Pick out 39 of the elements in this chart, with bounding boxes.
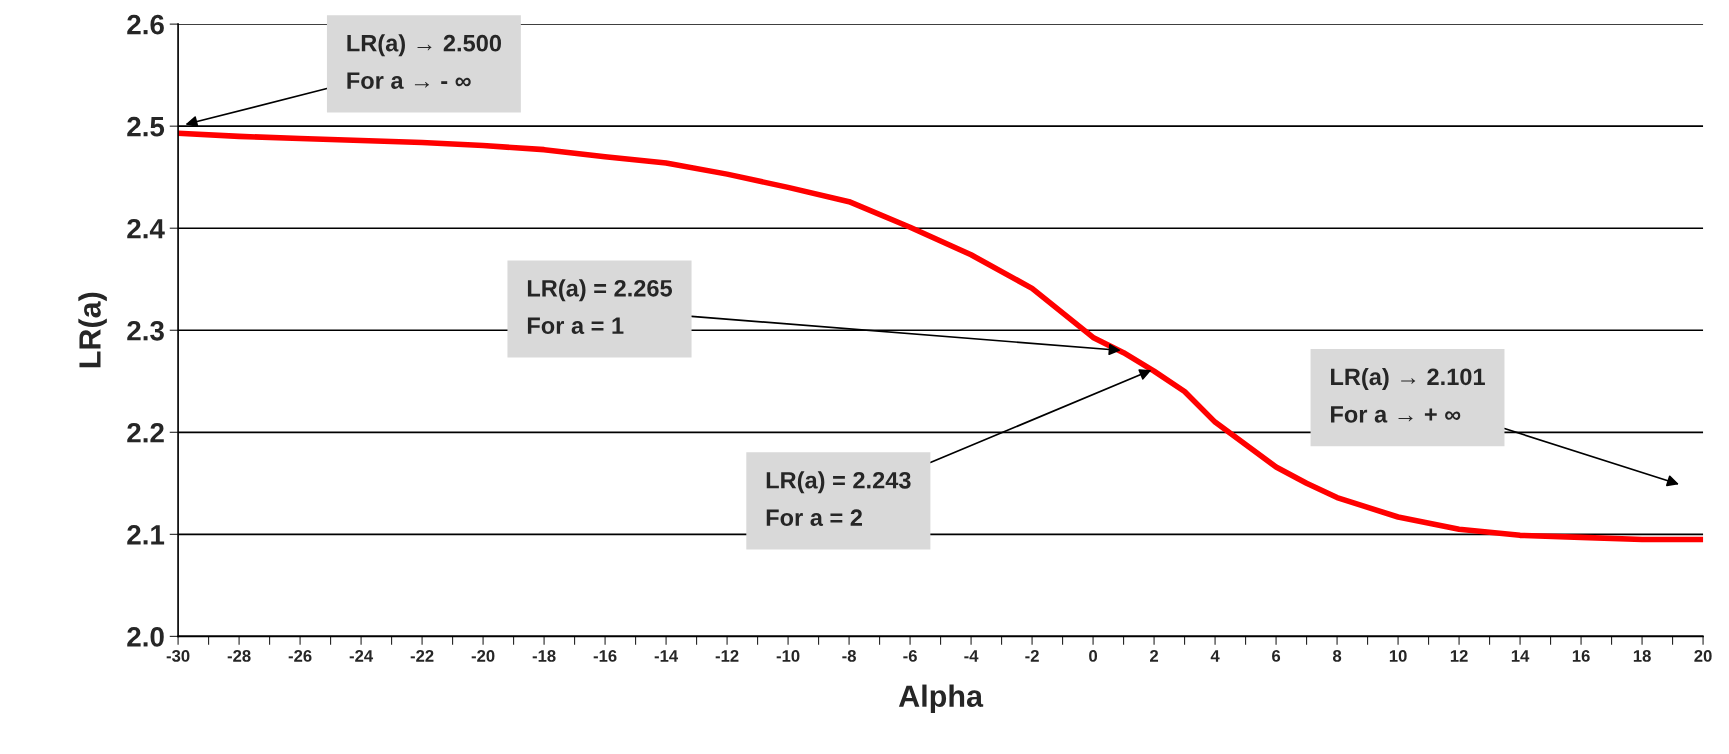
x-tick-label: -28 (227, 650, 251, 662)
annotation: LR(a) → 2.101 For a → + ∞ (1331, 367, 1485, 423)
x-tick-label: 12 (1450, 650, 1468, 662)
x-tick-label: 6 (1272, 650, 1281, 662)
y-tick-label: 2.3 (127, 320, 164, 341)
x-tick-label: 20 (1694, 650, 1712, 662)
x-tick-label: 14 (1511, 650, 1530, 662)
y-tick-label: 2.2 (127, 422, 164, 443)
x-tick-label: 0 (1089, 650, 1098, 662)
x-tick-label: 18 (1633, 650, 1651, 662)
x-tick-label: -26 (288, 650, 312, 662)
y-axis-title: LR(a) (78, 292, 107, 368)
x-tick-label: -2 (1025, 650, 1039, 662)
x-tick-label: -12 (715, 650, 739, 662)
x-tick-label: -4 (964, 650, 979, 662)
x-tick-label: -18 (532, 650, 556, 662)
x-tick-label: 10 (1389, 650, 1407, 662)
y-tick-label: 2.5 (127, 116, 165, 137)
y-tick-label: 2.0 (127, 627, 164, 647)
x-tick-label: -30 (166, 650, 190, 662)
x-tick-label: -6 (903, 650, 917, 662)
x-tick-label: 2 (1150, 650, 1159, 662)
y-tick-label: 2.6 (127, 14, 164, 35)
y-tick-label: 2.1 (127, 525, 165, 545)
annotation: LR(a) = 2.265 For a = 1 (527, 279, 673, 335)
x-tick-label: -20 (471, 650, 495, 662)
y-tick-label: 2.4 (127, 218, 165, 239)
x-tick-label: -10 (776, 650, 800, 662)
annotation: LR(a) → 2.500 For a → - ∞ (347, 34, 502, 89)
x-tick-label: 4 (1210, 650, 1220, 662)
x-tick-label: -16 (593, 650, 617, 662)
annotation: LR(a) = 2.243 For a = 2 (766, 471, 911, 527)
x-tick-label: 8 (1332, 650, 1342, 662)
x-tick-label: -8 (842, 650, 856, 662)
x-tick-label: -24 (349, 650, 374, 662)
x-tick-label: -22 (410, 650, 434, 662)
x-tick-label: 16 (1572, 650, 1590, 662)
x-tick-label: -14 (654, 650, 679, 662)
x-axis-title: Alpha (898, 684, 984, 714)
